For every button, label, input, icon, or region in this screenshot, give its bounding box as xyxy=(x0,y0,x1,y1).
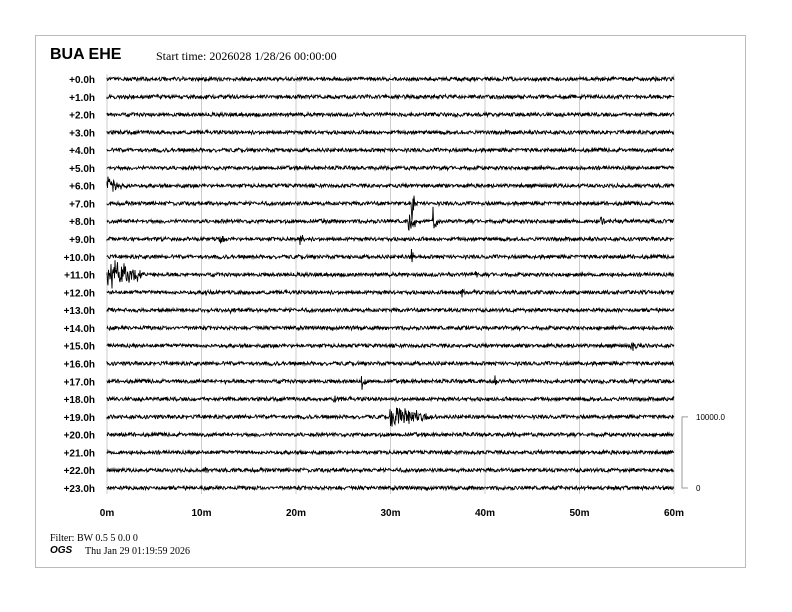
station-title: BUA EHE xyxy=(50,46,122,63)
row-label: +8.0h xyxy=(69,217,95,228)
row-label: +13.0h xyxy=(64,306,95,317)
seismic-trace xyxy=(106,248,675,263)
seismic-trace xyxy=(106,324,675,332)
x-tick-label: 30m xyxy=(380,508,400,519)
seismic-trace xyxy=(106,306,675,315)
seismic-trace xyxy=(106,235,675,245)
x-tick-label: 0m xyxy=(100,508,115,519)
row-label: +14.0h xyxy=(64,324,95,335)
seismic-trace xyxy=(106,75,675,83)
row-label: +0.0h xyxy=(69,75,95,86)
seismic-trace xyxy=(106,288,675,298)
seismic-trace xyxy=(106,176,675,192)
row-label: +9.0h xyxy=(69,235,95,246)
row-label: +7.0h xyxy=(69,199,95,210)
row-label: +19.0h xyxy=(64,413,95,424)
seismic-trace xyxy=(106,110,675,119)
row-label: +5.0h xyxy=(69,164,95,175)
start-time: Start time: 2026028 1/28/26 00:00:00 xyxy=(156,49,337,63)
seismic-trace xyxy=(106,375,675,390)
seismic-trace xyxy=(106,395,675,403)
row-label: +12.0h xyxy=(64,288,95,299)
seismic-trace xyxy=(106,195,675,221)
x-tick-label: 10m xyxy=(191,508,211,519)
seismic-trace xyxy=(106,359,675,368)
row-label: +18.0h xyxy=(64,395,95,406)
x-tick-label: 50m xyxy=(569,508,589,519)
row-label: +3.0h xyxy=(69,128,95,139)
row-label: +6.0h xyxy=(69,182,95,193)
seismic-trace xyxy=(106,407,675,427)
row-label: +11.0h xyxy=(64,271,95,282)
scale-top-label: 10000.0 xyxy=(696,413,725,422)
seismic-trace xyxy=(106,260,675,289)
row-label: +4.0h xyxy=(69,146,95,157)
x-tick-label: 40m xyxy=(475,508,495,519)
seismic-trace xyxy=(106,146,675,154)
row-label: +15.0h xyxy=(64,342,95,353)
seismic-trace xyxy=(106,341,675,351)
seismic-trace xyxy=(106,128,675,136)
filter-info: Filter: BW 0.5 5 0.0 0 xyxy=(50,533,138,544)
seismic-trace xyxy=(106,206,675,231)
row-label: +2.0h xyxy=(69,111,95,122)
seismic-trace xyxy=(106,430,675,439)
amplitude-scale-bar xyxy=(681,416,688,489)
x-tick-label: 60m xyxy=(664,508,684,519)
scale-bottom-label: 0 xyxy=(696,484,701,493)
row-label: +20.0h xyxy=(64,431,95,442)
generated-time: Thu Jan 29 01:19:59 2026 xyxy=(85,546,190,557)
seismic-trace xyxy=(106,484,675,492)
plot-frame xyxy=(35,35,746,568)
row-label: +22.0h xyxy=(64,466,95,477)
row-label: +10.0h xyxy=(64,253,95,264)
row-label: +1.0h xyxy=(69,93,95,104)
seismic-trace xyxy=(106,93,675,101)
seismic-trace xyxy=(106,448,675,456)
seismic-trace xyxy=(106,466,675,474)
seismic-trace xyxy=(106,164,675,172)
row-label: +21.0h xyxy=(64,448,95,459)
row-label: +17.0h xyxy=(64,377,95,388)
row-label: +16.0h xyxy=(64,359,95,370)
row-label: +23.0h xyxy=(64,484,95,495)
org-logo: OGS xyxy=(50,545,73,556)
x-tick-label: 20m xyxy=(286,508,306,519)
